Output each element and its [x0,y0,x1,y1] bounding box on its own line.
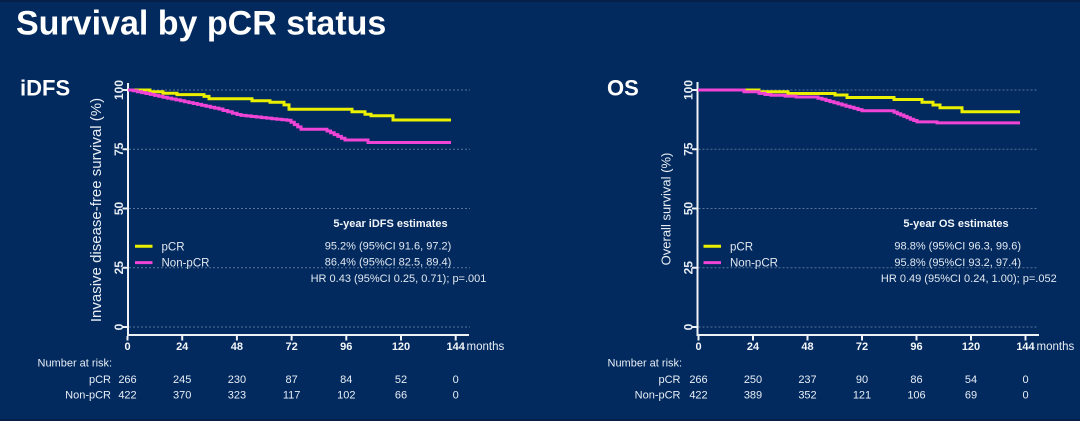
svg-text:100: 100 [682,80,696,100]
svg-text:24: 24 [176,341,189,353]
svg-text:90: 90 [856,374,868,386]
svg-text:50: 50 [112,202,126,216]
svg-text:0: 0 [453,374,459,386]
svg-text:121: 121 [853,390,871,402]
svg-text:422: 422 [118,390,136,402]
svg-text:117: 117 [283,390,301,402]
svg-text:98.8% (95%CI 96.3, 99.6): 98.8% (95%CI 96.3, 99.6) [894,241,1021,253]
svg-text:102: 102 [337,390,355,402]
svg-text:120: 120 [962,341,980,353]
svg-text:months: months [1037,341,1075,353]
svg-text:69: 69 [965,390,977,402]
svg-text:266: 266 [689,374,707,386]
svg-text:48: 48 [231,341,243,353]
svg-text:72: 72 [285,341,297,353]
svg-text:54: 54 [965,374,977,386]
svg-text:Non-pCR: Non-pCR [730,258,778,270]
svg-text:0: 0 [1022,390,1028,402]
svg-text:0: 0 [112,323,126,330]
svg-text:237: 237 [798,374,816,386]
svg-text:0: 0 [682,323,696,330]
svg-text:48: 48 [801,341,813,353]
svg-text:84: 84 [340,374,352,386]
svg-text:95.2% (95%CI 91.6, 97.2): 95.2% (95%CI 91.6, 97.2) [325,241,452,253]
svg-text:Non-pCR: Non-pCR [635,390,681,402]
svg-text:100: 100 [112,80,126,100]
svg-text:5-year OS estimates: 5-year OS estimates [903,218,1008,230]
svg-text:pCR: pCR [658,374,680,386]
svg-text:0: 0 [695,341,701,353]
svg-text:266: 266 [118,374,136,386]
svg-text:323: 323 [228,390,246,402]
svg-text:0: 0 [453,390,459,402]
svg-text:Number at risk:: Number at risk: [38,358,113,370]
svg-text:0: 0 [124,341,130,353]
svg-text:iDFS: iDFS [20,76,70,101]
svg-text:106: 106 [907,390,925,402]
svg-text:95.8% (95%CI 93.2, 97.4): 95.8% (95%CI 93.2, 97.4) [894,257,1021,269]
svg-text:86: 86 [910,374,922,386]
svg-text:120: 120 [392,341,410,353]
svg-text:25: 25 [682,261,696,275]
svg-text:75: 75 [682,142,696,156]
svg-text:25: 25 [112,261,126,275]
svg-text:144: 144 [447,341,466,353]
svg-text:250: 250 [744,374,762,386]
svg-text:Number at risk:: Number at risk: [608,358,683,370]
svg-text:24: 24 [747,341,760,353]
svg-text:72: 72 [856,341,868,353]
svg-text:5-year iDFS estimates: 5-year iDFS estimates [333,218,447,230]
svg-text:352: 352 [798,390,816,402]
svg-text:pCR: pCR [162,241,185,253]
svg-text:230: 230 [228,374,246,386]
svg-text:144: 144 [1016,341,1035,353]
svg-text:months: months [467,341,505,353]
svg-text:pCR: pCR [730,241,753,253]
svg-text:66: 66 [395,390,407,402]
svg-text:0: 0 [1022,374,1028,386]
svg-text:Non-pCR: Non-pCR [65,390,111,402]
svg-text:OS: OS [607,76,639,101]
svg-text:Non-pCR: Non-pCR [162,258,210,270]
svg-text:HR 0.43 (95%CI 0.25, 0.71); p=: HR 0.43 (95%CI 0.25, 0.71); p=.001 [311,273,487,285]
svg-text:245: 245 [173,374,191,386]
svg-text:389: 389 [744,390,762,402]
svg-text:96: 96 [910,341,922,353]
svg-text:96: 96 [340,341,352,353]
svg-text:422: 422 [689,390,707,402]
svg-text:86.4% (95%CI 82.5, 89.4): 86.4% (95%CI 82.5, 89.4) [325,257,452,269]
svg-text:50: 50 [682,202,696,216]
svg-text:370: 370 [173,390,191,402]
svg-text:HR 0.49 (95%CI 0.24, 1.00); p=: HR 0.49 (95%CI 0.24, 1.00); p=.052 [881,273,1057,285]
svg-text:Survival by pCR status: Survival by pCR status [16,5,386,43]
svg-text:Overall survival (%): Overall survival (%) [659,153,674,266]
svg-text:87: 87 [285,374,297,386]
svg-text:Invasive disease-free survival: Invasive disease-free survival (%) [88,98,105,322]
svg-text:75: 75 [112,142,126,156]
svg-text:pCR: pCR [89,374,111,386]
svg-text:52: 52 [395,374,407,386]
